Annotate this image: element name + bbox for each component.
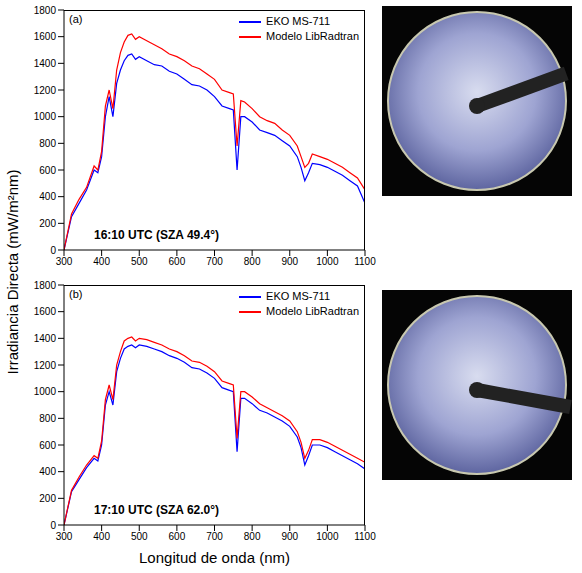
html-text:Modelo LibRadtran: Modelo LibRadtran — [266, 305, 359, 317]
svg-text:400: 400 — [39, 191, 56, 202]
svg-text:1800: 1800 — [34, 5, 57, 16]
html-text:(a): (a) — [69, 13, 83, 25]
svg-text:600: 600 — [169, 256, 186, 267]
svg-text:300: 300 — [56, 531, 73, 542]
html-text:EKO MS-711: EKO MS-711 — [266, 15, 330, 27]
svg-text:1000: 1000 — [34, 386, 57, 397]
svg-text:800: 800 — [39, 413, 56, 424]
svg-text:1600: 1600 — [34, 306, 57, 317]
html-text:16:10 UTC (SZA 49.4°): 16:10 UTC (SZA 49.4°) — [94, 228, 220, 242]
svg-text:800: 800 — [244, 531, 261, 542]
svg-text:300: 300 — [56, 256, 73, 267]
svg-text:900: 900 — [281, 531, 298, 542]
svg-text:1400: 1400 — [34, 58, 57, 69]
svg-text:500: 500 — [131, 256, 148, 267]
svg-text:1600: 1600 — [34, 31, 57, 42]
html-text:(b): (b) — [69, 288, 83, 300]
html-text:17:10 UTC (SZA 62.0°): 17:10 UTC (SZA 62.0°) — [94, 503, 220, 517]
svg-text:1200: 1200 — [34, 85, 57, 96]
html-text:Longitud de onda (nm): Longitud de onda (nm) — [139, 549, 290, 566]
svg-text:600: 600 — [39, 165, 56, 176]
svg-text:1000: 1000 — [34, 111, 57, 122]
svg-text:900: 900 — [281, 256, 298, 267]
svg-text:1100: 1100 — [354, 256, 376, 267]
svg-text:600: 600 — [169, 531, 186, 542]
svg-text:200: 200 — [39, 493, 56, 504]
svg-text:0: 0 — [50, 520, 56, 531]
svg-text:700: 700 — [206, 531, 223, 542]
svg-text:1200: 1200 — [34, 360, 57, 371]
svg-text:200: 200 — [39, 218, 56, 229]
svg-text:1100: 1100 — [354, 531, 376, 542]
html-text:Irradiancia Directa (mW/m²nm): Irradiancia Directa (mW/m²nm) — [3, 169, 21, 375]
svg-text:400: 400 — [93, 256, 110, 267]
svg-text:0: 0 — [50, 245, 56, 256]
svg-text:800: 800 — [244, 256, 261, 267]
svg-text:400: 400 — [39, 466, 56, 477]
svg-text:1800: 1800 — [34, 280, 57, 291]
svg-text:1000: 1000 — [316, 531, 339, 542]
svg-text:800: 800 — [39, 138, 56, 149]
svg-text:500: 500 — [131, 531, 148, 542]
svg-text:700: 700 — [206, 256, 223, 267]
html-text:Modelo LibRadtran: Modelo LibRadtran — [266, 30, 359, 42]
svg-text:600: 600 — [39, 440, 56, 451]
svg-text:1000: 1000 — [316, 256, 339, 267]
html-text:EKO MS-711: EKO MS-711 — [266, 290, 330, 302]
svg-text:400: 400 — [93, 531, 110, 542]
svg-text:1400: 1400 — [34, 333, 57, 344]
